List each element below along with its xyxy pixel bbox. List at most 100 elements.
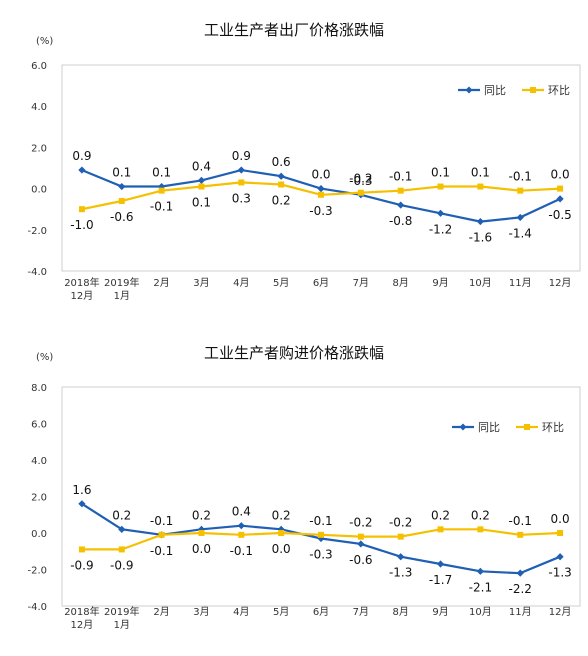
legend-marker-yoy: [459, 423, 467, 431]
y-tick-label: -4.0: [27, 602, 47, 613]
data-point-mom: [357, 189, 364, 196]
data-point-mom: [158, 187, 165, 194]
data-label-yoy: -0.1: [150, 514, 173, 528]
x-tick-label: 3月: [193, 606, 209, 618]
data-label-yoy: 0.0: [311, 168, 330, 182]
data-point-yoy: [397, 553, 405, 561]
data-point-mom: [318, 191, 324, 198]
data-point-yoy: [357, 540, 365, 548]
data-label-mom: 0.0: [192, 542, 211, 556]
x-tick-label: 4月: [233, 277, 249, 289]
x-tick-label: 12月: [71, 290, 94, 302]
data-label-yoy: -0.3: [349, 174, 372, 188]
data-point-mom: [198, 530, 205, 536]
data-label-yoy: 0.9: [232, 149, 251, 163]
legend-marker-mom: [524, 424, 530, 430]
data-label-mom: -0.1: [509, 170, 532, 184]
data-point-mom: [78, 206, 85, 213]
data-point-yoy: [197, 176, 206, 184]
data-point-mom: [238, 179, 245, 186]
y-tick-label: 2.0: [31, 493, 47, 504]
data-point-mom: [437, 183, 444, 190]
data-label-yoy: -0.3: [309, 547, 332, 561]
y-tick-label: 4.0: [31, 102, 47, 113]
x-tick-label: 2018年: [64, 276, 99, 289]
data-point-yoy: [237, 166, 245, 174]
data-point-mom: [118, 546, 125, 553]
data-label-yoy: 0.1: [152, 166, 171, 180]
data-label-mom: 0.2: [431, 508, 450, 522]
data-point-yoy: [277, 525, 285, 533]
data-label-yoy: -2.2: [509, 582, 532, 596]
data-point-mom: [118, 197, 125, 204]
data-label-mom: 0.3: [232, 191, 251, 205]
data-point-yoy: [476, 567, 484, 575]
chart-input-price: 工业生产者购进价格涨跌幅 (%) 8.0 6.0 4.0 2.0 0.0 -2.0 -4.0 20…: [0, 330, 588, 652]
data-label-mom: 0.0: [551, 168, 570, 182]
data-point-mom: [557, 185, 564, 192]
chart-title: 工业生产者购进价格涨跌幅: [204, 344, 384, 362]
x-tick-label: 11月: [509, 277, 532, 289]
x-tick-label: 12月: [549, 277, 572, 289]
x-tick-label: 12月: [549, 606, 572, 618]
y-tick-label: 6.0: [31, 420, 47, 431]
y-tick-label: 0.0: [31, 185, 47, 196]
data-label-mom: -0.1: [509, 514, 532, 528]
legend-label-yoy: 同比: [484, 84, 506, 97]
data-label-mom: 0.0: [272, 542, 291, 556]
data-point-mom: [198, 183, 205, 190]
data-label-yoy: -1.3: [548, 566, 571, 580]
data-label-yoy: 0.4: [232, 505, 251, 519]
y-tick-label: 8.0: [31, 383, 47, 394]
data-point-yoy: [277, 172, 285, 180]
data-point-mom: [278, 530, 285, 536]
data-point-mom: [318, 531, 324, 538]
x-tick-label: 2018年: [64, 605, 99, 618]
data-point-mom: [397, 187, 404, 194]
data-point-yoy: [237, 522, 245, 530]
data-point-mom: [78, 546, 85, 553]
x-tick-label: 3月: [193, 277, 209, 289]
x-tick-label: 2019年: [104, 605, 139, 618]
legend-marker-yoy: [465, 86, 473, 94]
x-tick-label: 12月: [71, 619, 94, 631]
data-point-mom: [238, 531, 245, 538]
data-label-mom: 0.1: [192, 196, 211, 210]
data-label-mom: -0.2: [389, 516, 412, 530]
data-point-yoy: [78, 500, 86, 508]
data-point-yoy: [436, 209, 445, 217]
data-label-mom: -0.9: [110, 558, 133, 572]
data-label-yoy: -1.6: [469, 231, 492, 245]
x-tick-label: 7月: [353, 606, 369, 618]
data-label-mom: 0.0: [551, 512, 570, 526]
data-label-mom: 0.1: [431, 166, 450, 180]
x-tick-label: 8月: [393, 606, 409, 618]
data-label-mom: -1.0: [70, 218, 93, 232]
data-point-mom: [357, 533, 364, 540]
data-label-yoy: 1.6: [72, 483, 91, 497]
data-label-yoy: 0.9: [72, 149, 91, 163]
data-label-yoy: 0.1: [112, 166, 131, 180]
x-tick-label: 2019年: [104, 276, 139, 289]
x-tick-label: 2月: [153, 277, 169, 289]
data-point-mom: [397, 533, 404, 540]
x-tick-label: 4月: [233, 606, 249, 618]
data-point-mom: [437, 526, 444, 533]
y-tick-label: 4.0: [31, 456, 47, 467]
data-label-mom: -0.3: [309, 204, 332, 218]
chart-input-price-svg: 工业生产者购进价格涨跌幅 (%) 8.0 6.0 4.0 2.0 0.0 -2.0 -4.0 20…: [27, 344, 581, 631]
data-point-mom: [477, 526, 484, 533]
data-point-yoy: [118, 182, 126, 191]
data-point-mom: [517, 531, 524, 538]
data-label-mom: -0.1: [309, 514, 332, 528]
y-axis-unit: (%): [36, 352, 53, 363]
data-point-yoy: [436, 560, 445, 568]
data-point-yoy: [317, 185, 325, 193]
data-point-mom: [477, 183, 484, 190]
data-label-mom: -0.2: [349, 172, 372, 186]
data-label-mom: 0.1: [471, 166, 490, 180]
chart-output-price-svg: 工业生产者出厂价格涨跌幅 (%) 6.0 4.0 2.0 0.0 -2.0 -4.0 2018年…: [27, 21, 581, 302]
x-tick-label: 7月: [353, 277, 369, 289]
data-point-mom: [557, 530, 564, 536]
x-tick-label: 5月: [273, 606, 289, 618]
